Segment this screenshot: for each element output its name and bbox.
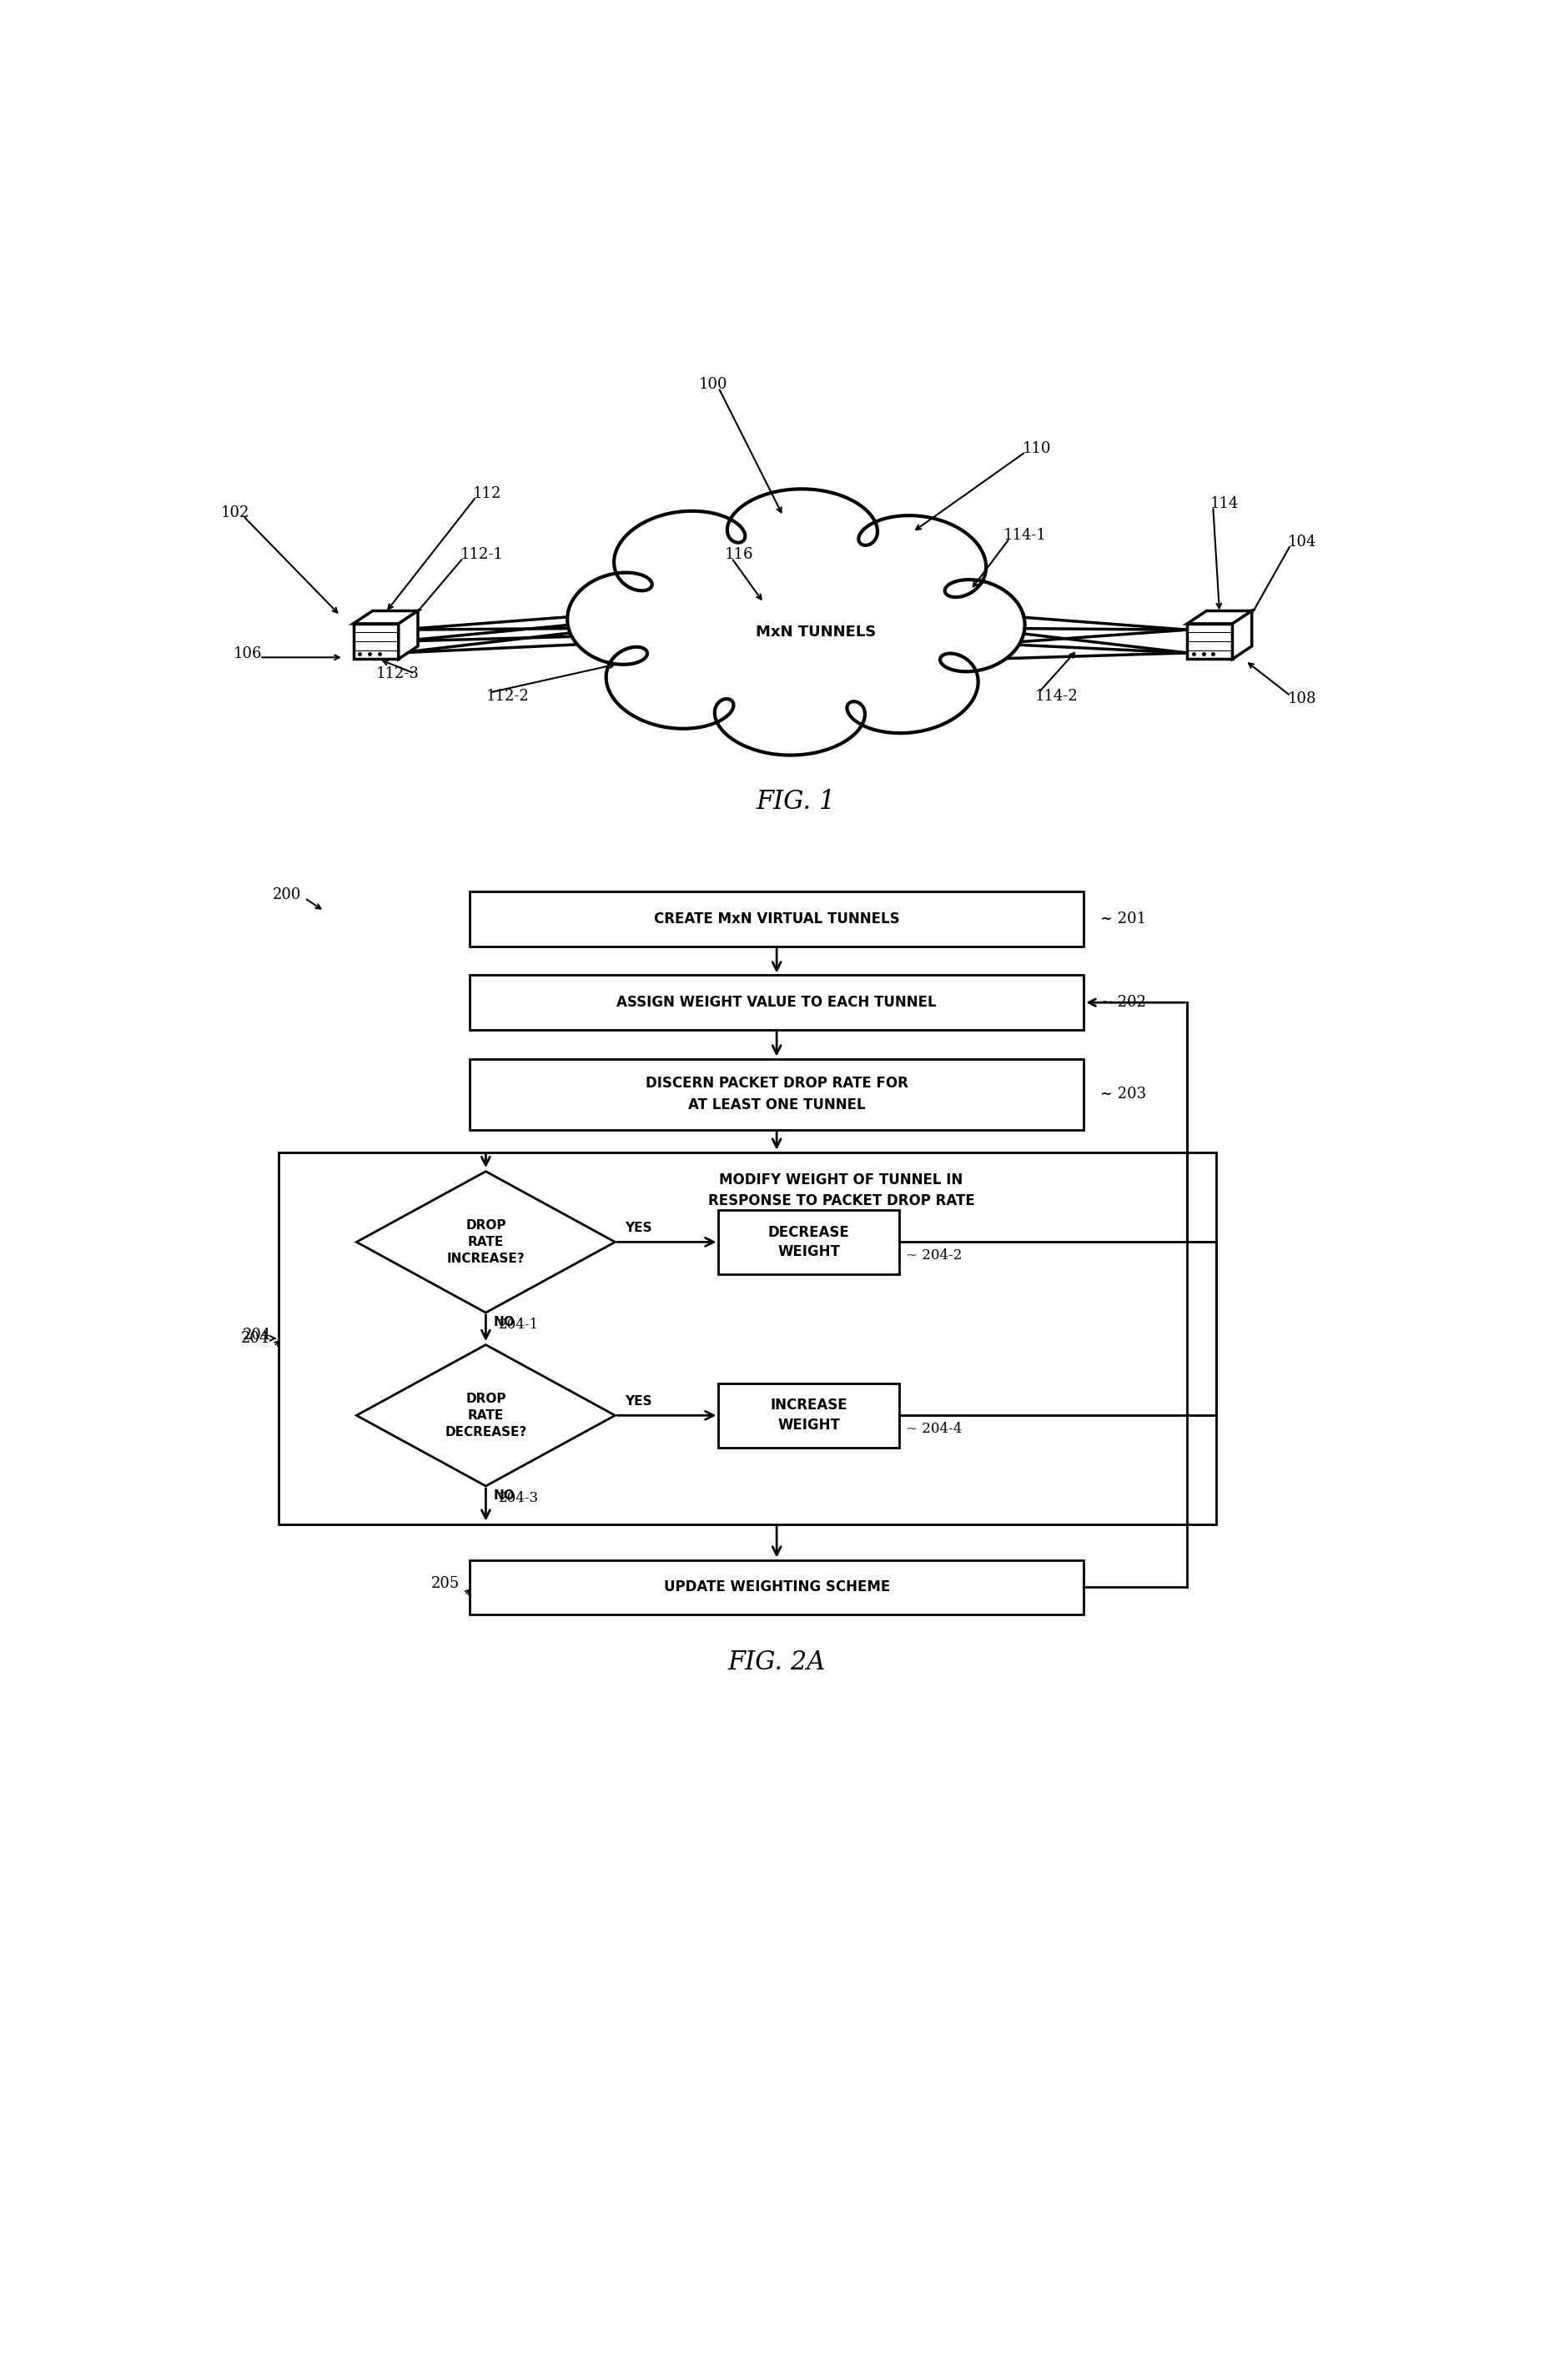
Text: NO: NO <box>494 1316 514 1328</box>
Polygon shape <box>354 624 399 659</box>
Text: 114-1: 114-1 <box>1002 528 1046 543</box>
Text: CREATE MxN VIRTUAL TUNNELS: CREATE MxN VIRTUAL TUNNELS <box>653 912 900 926</box>
Text: 204-3: 204-3 <box>499 1492 539 1507</box>
Text: YES: YES <box>625 1395 652 1407</box>
Text: 116: 116 <box>725 547 753 562</box>
Text: ~ 201: ~ 201 <box>1101 912 1146 926</box>
Text: YES: YES <box>625 1221 652 1235</box>
Polygon shape <box>357 1345 616 1485</box>
Text: 204: 204 <box>240 1330 270 1345</box>
Text: 112: 112 <box>472 486 502 502</box>
Polygon shape <box>1188 624 1233 659</box>
FancyBboxPatch shape <box>719 1209 900 1273</box>
FancyBboxPatch shape <box>469 892 1084 947</box>
Polygon shape <box>354 612 418 624</box>
Text: 110: 110 <box>1023 440 1051 457</box>
Polygon shape <box>567 488 1024 754</box>
Text: 205: 205 <box>432 1576 460 1592</box>
Text: 200: 200 <box>273 888 301 902</box>
Polygon shape <box>1188 612 1252 624</box>
Text: 112-1: 112-1 <box>460 547 504 562</box>
Text: 112-2: 112-2 <box>486 688 529 704</box>
Text: ~ 204-4: ~ 204-4 <box>906 1421 962 1435</box>
FancyBboxPatch shape <box>469 1559 1084 1614</box>
Text: ASSIGN WEIGHT VALUE TO EACH TUNNEL: ASSIGN WEIGHT VALUE TO EACH TUNNEL <box>617 995 937 1009</box>
Text: MxN TUNNELS: MxN TUNNELS <box>755 624 876 640</box>
Polygon shape <box>357 1171 616 1314</box>
Text: ~ 202: ~ 202 <box>1101 995 1146 1009</box>
FancyBboxPatch shape <box>279 1152 1216 1526</box>
Text: 204: 204 <box>243 1328 271 1342</box>
FancyBboxPatch shape <box>469 1059 1084 1130</box>
Text: UPDATE WEIGHTING SCHEME: UPDATE WEIGHTING SCHEME <box>664 1580 890 1595</box>
Text: DISCERN PACKET DROP RATE FOR
AT LEAST ONE TUNNEL: DISCERN PACKET DROP RATE FOR AT LEAST ON… <box>645 1076 907 1114</box>
Text: DROP
RATE
DECREASE?: DROP RATE DECREASE? <box>444 1392 527 1438</box>
Text: 106: 106 <box>234 647 262 662</box>
Text: 104: 104 <box>1288 533 1316 550</box>
Text: DECREASE
WEIGHT: DECREASE WEIGHT <box>769 1226 850 1259</box>
Text: DROP
RATE
INCREASE?: DROP RATE INCREASE? <box>447 1219 525 1264</box>
Text: ~ 204-2: ~ 204-2 <box>906 1250 962 1264</box>
Text: NO: NO <box>494 1490 514 1502</box>
Text: 114: 114 <box>1210 495 1238 512</box>
FancyBboxPatch shape <box>469 976 1084 1031</box>
Text: INCREASE
WEIGHT: INCREASE WEIGHT <box>770 1397 848 1433</box>
Text: MODIFY WEIGHT OF TUNNEL IN
RESPONSE TO PACKET DROP RATE: MODIFY WEIGHT OF TUNNEL IN RESPONSE TO P… <box>708 1173 974 1209</box>
Text: 100: 100 <box>698 376 728 393</box>
Text: 112-3: 112-3 <box>376 666 419 681</box>
Text: FIG. 2A: FIG. 2A <box>728 1649 826 1676</box>
Text: 114-2: 114-2 <box>1035 688 1079 704</box>
Polygon shape <box>399 612 418 659</box>
Text: 102: 102 <box>221 505 249 521</box>
Text: ~ 203: ~ 203 <box>1101 1088 1146 1102</box>
Text: 108: 108 <box>1288 693 1316 707</box>
Text: 204-1: 204-1 <box>499 1319 539 1333</box>
FancyBboxPatch shape <box>719 1383 900 1447</box>
Polygon shape <box>1233 612 1252 659</box>
Text: FIG. 1: FIG. 1 <box>756 788 836 814</box>
